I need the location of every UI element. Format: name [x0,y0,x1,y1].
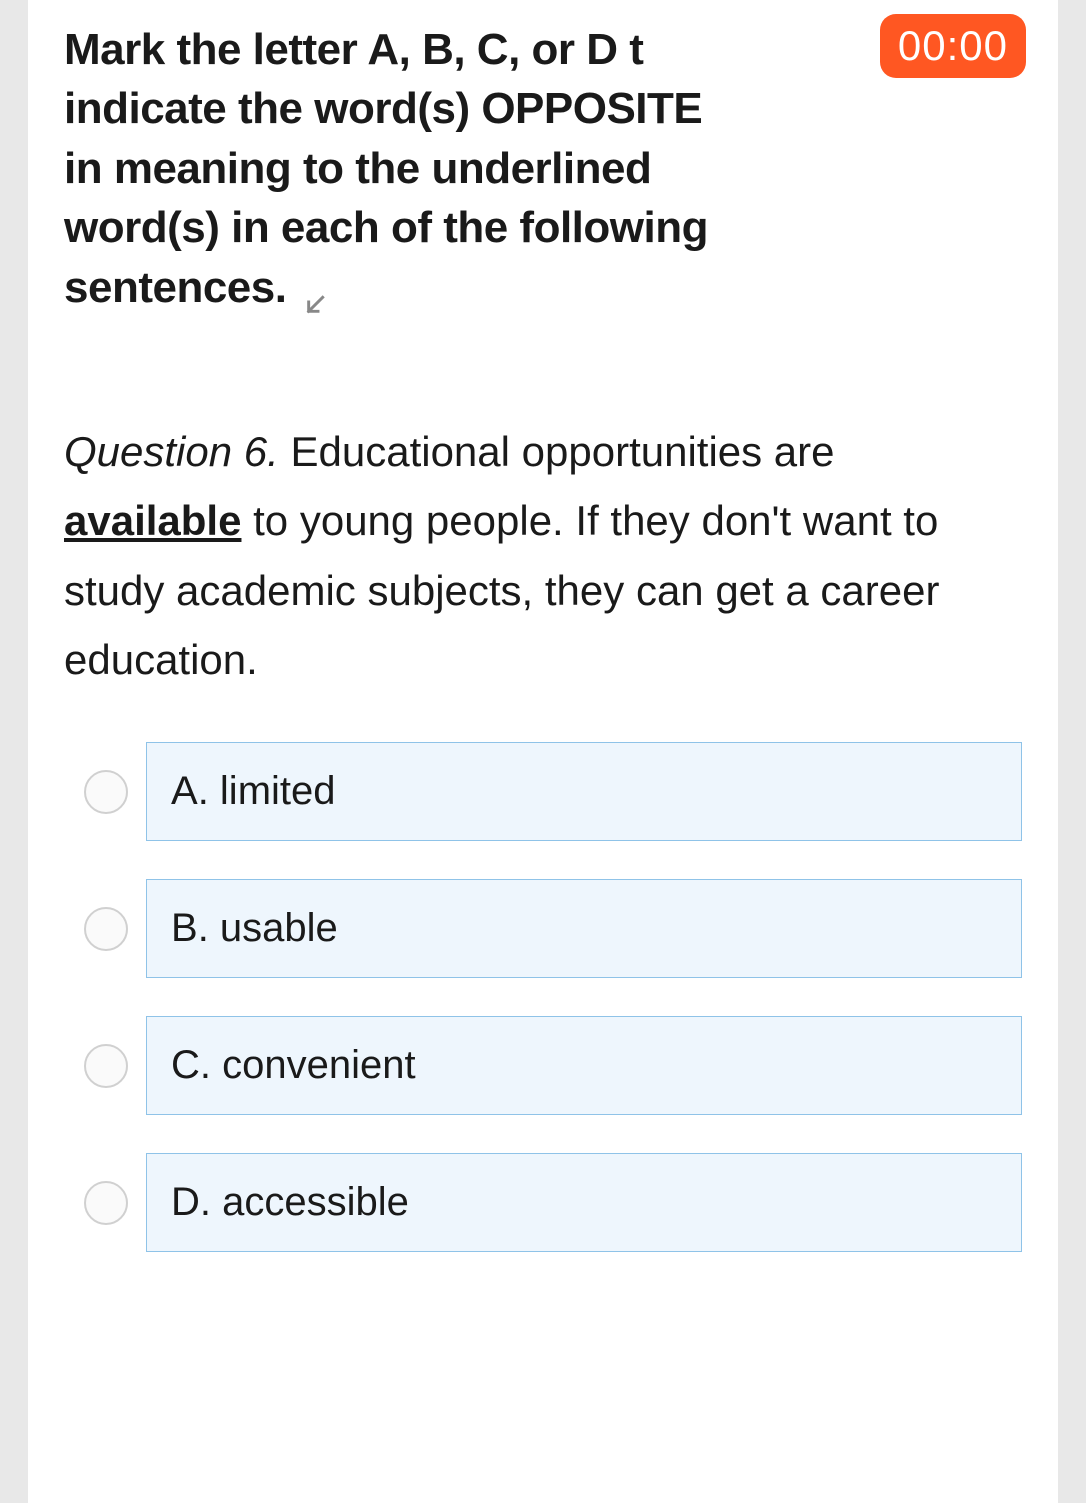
question-text: Question 6. Educational opportunities ar… [64,417,1022,694]
timer-badge: 00:00 [880,14,1026,78]
option-letter-c: C [171,1043,200,1087]
option-text-c: convenient [222,1043,415,1087]
instructions-line4: word(s) in each of the following [64,203,708,252]
option-row-b[interactable]: B. usable [84,879,1022,978]
option-row-d[interactable]: D. accessible [84,1153,1022,1252]
radio-a[interactable] [84,770,128,814]
question-label: Question 6. [64,428,279,475]
radio-c[interactable] [84,1044,128,1088]
radio-d[interactable] [84,1181,128,1225]
question-text-before: Educational opportunities are [279,428,835,475]
option-letter-d: D [171,1180,200,1224]
option-box-d[interactable]: D. accessible [146,1153,1022,1252]
option-box-c[interactable]: C. convenient [146,1016,1022,1115]
option-letter-a: A [171,769,198,813]
timer-value: 00:00 [898,22,1008,69]
option-box-b[interactable]: B. usable [146,879,1022,978]
instructions-line2: indicate the word(s) OPPOSITE [64,84,702,133]
instructions-line5: sentences. [64,263,286,312]
option-text-b: usable [220,906,338,950]
radio-b[interactable] [84,907,128,951]
instructions-line3: in meaning to the underlined [64,144,651,193]
options-list: A. limited B. usable C. convenient D. ac… [64,742,1022,1252]
underlined-word: available [64,497,241,544]
quiz-page: 00:00 Mark the letter A, B, C, or D t in… [28,0,1058,1503]
option-box-a[interactable]: A. limited [146,742,1022,841]
option-row-c[interactable]: C. convenient [84,1016,1022,1115]
collapse-icon[interactable] [304,272,332,300]
option-letter-b: B [171,906,198,950]
option-text-d: accessible [222,1180,409,1224]
instructions-heading: Mark the letter A, B, C, or D t indicate… [64,20,1022,317]
instructions-line1: Mark the letter A, B, C, or D t [64,25,643,74]
option-text-a: limited [220,769,336,813]
question-block: Question 6. Educational opportunities ar… [64,417,1022,1252]
option-row-a[interactable]: A. limited [84,742,1022,841]
